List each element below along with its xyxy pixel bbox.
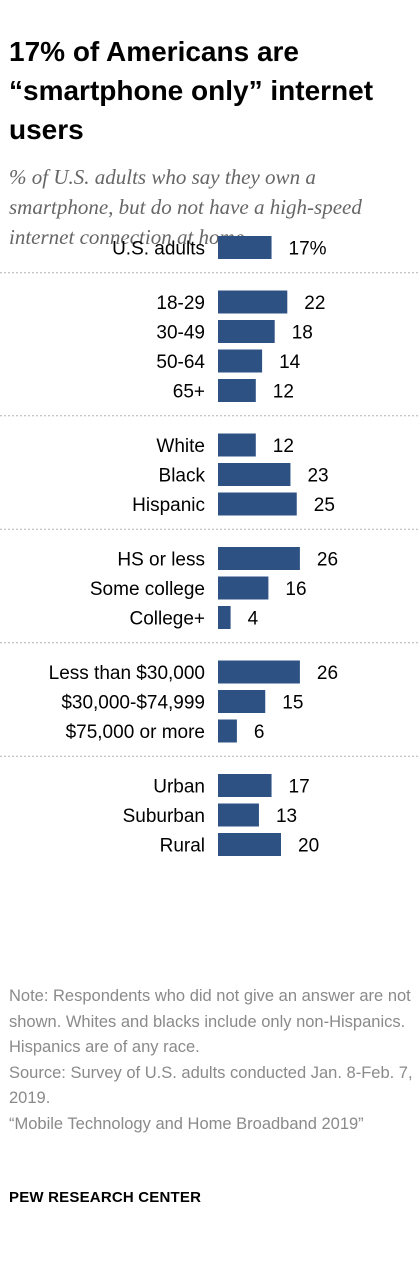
category-label: 65+ (173, 382, 205, 403)
brand-logo-text: PEW RESEARCH CENTER (9, 1189, 202, 1206)
bar-chart: U.S. adults 17% 18-29 22 30-49 18 50-64 14 65+ 12… (0, 236, 418, 857)
note-text: Note: Respondents who did not give an an… (9, 987, 411, 1056)
value-label: 12 (273, 382, 294, 403)
bar (218, 290, 288, 314)
value-label: 26 (317, 550, 338, 571)
bar (218, 719, 237, 743)
source-text: Source: Survey of U.S. adults conducted … (9, 1063, 413, 1108)
value-label: 23 (307, 466, 328, 487)
value-label: 20 (298, 836, 319, 857)
category-label: Hispanic (132, 495, 205, 516)
category-label: Rural (160, 836, 205, 857)
category-label: Some college (90, 579, 205, 600)
category-label: Less than $30,000 (49, 663, 205, 684)
value-label: 4 (248, 609, 259, 630)
category-label: White (156, 436, 205, 457)
category-label: Urban (153, 777, 205, 798)
bar (218, 803, 259, 827)
value-label: 17% (289, 239, 327, 260)
value-label: 14 (279, 352, 301, 373)
bar (218, 379, 256, 402)
bar (218, 320, 275, 343)
bar (218, 606, 231, 629)
value-label: 16 (285, 579, 306, 600)
report-title: “Mobile Technology and Home Broadband 20… (9, 1114, 364, 1133)
chart-title: 17% of Americans are “smartphone only” i… (9, 36, 374, 145)
category-label: Suburban (123, 806, 205, 827)
bar (218, 660, 300, 684)
value-label: 26 (317, 663, 338, 684)
category-label: 18-29 (156, 293, 205, 314)
bar (218, 774, 272, 797)
category-label: HS or less (117, 550, 205, 571)
bar (218, 690, 266, 713)
category-label: 50-64 (156, 352, 205, 373)
value-label: 22 (304, 293, 325, 314)
bar (218, 433, 256, 457)
bar (218, 463, 291, 486)
chart-notes: Note: Respondents who did not give an an… (9, 984, 414, 1137)
category-label: U.S. adults (112, 239, 205, 260)
bar (218, 833, 281, 856)
bar (218, 349, 263, 373)
bar (218, 236, 272, 259)
value-label: 25 (314, 495, 335, 516)
bar (218, 547, 300, 570)
category-label: $75,000 or more (66, 722, 205, 743)
value-label: 6 (254, 722, 265, 743)
value-label: 15 (282, 693, 303, 714)
category-label: Black (159, 466, 206, 487)
category-label: 30-49 (156, 323, 205, 344)
value-label: 13 (276, 806, 297, 827)
bar (218, 492, 297, 516)
value-label: 12 (273, 436, 294, 457)
category-label: $30,000-$74,999 (61, 693, 205, 714)
value-label: 17 (289, 777, 310, 798)
value-label: 18 (292, 323, 313, 344)
category-label: College+ (129, 609, 205, 630)
bar (218, 576, 269, 600)
chart-subtitle: % of U.S. adults who say they own a smar… (9, 165, 362, 249)
